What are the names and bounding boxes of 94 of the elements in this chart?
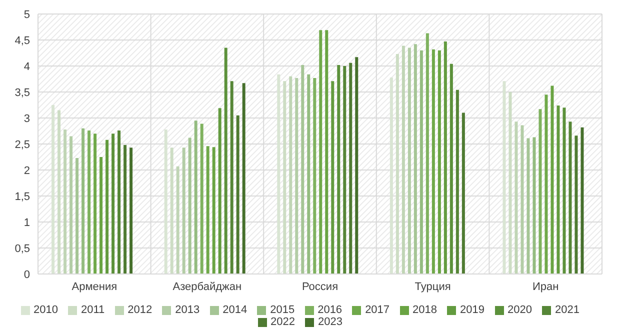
bar — [325, 30, 328, 274]
bar — [124, 145, 127, 274]
bar — [574, 136, 578, 274]
bar — [230, 81, 234, 274]
bar — [432, 49, 435, 274]
legend-label: 2018 — [412, 304, 438, 316]
y-tick-label: 1,5 — [14, 190, 30, 203]
bar — [194, 120, 198, 274]
bar — [331, 81, 334, 274]
bar — [568, 122, 572, 274]
bar — [206, 146, 210, 274]
bar — [70, 136, 73, 274]
x-tick-label: Россия — [302, 280, 338, 293]
legend-label: 2012 — [128, 304, 152, 316]
bar — [313, 78, 316, 274]
bar — [526, 138, 530, 274]
bar — [283, 81, 286, 274]
legend-label: 2022 — [270, 316, 295, 328]
bar — [414, 44, 417, 274]
bar — [242, 83, 246, 274]
legend-label: 2021 — [555, 304, 580, 316]
x-tick-label: Армения — [72, 280, 118, 293]
bar — [544, 94, 548, 274]
bar — [456, 90, 459, 274]
bar — [218, 108, 222, 274]
bar — [508, 92, 512, 274]
bar — [514, 122, 518, 274]
bar — [106, 140, 109, 274]
bar — [64, 129, 67, 274]
legend-label: 2020 — [508, 304, 532, 316]
bar — [562, 108, 566, 274]
legend-label: 2023 — [318, 316, 342, 328]
bar — [289, 76, 292, 274]
y-tick-label: 4,5 — [14, 34, 30, 47]
y-tick-label: 3,5 — [14, 86, 30, 99]
bar — [182, 148, 186, 274]
bar — [408, 48, 411, 274]
y-tick-label: 2 — [24, 164, 30, 177]
bar — [355, 57, 358, 274]
y-tick-label: 5 — [24, 8, 30, 21]
bar — [112, 134, 115, 274]
bar — [337, 64, 340, 274]
bar — [402, 46, 405, 274]
legend-label: 2019 — [460, 304, 485, 316]
bar — [343, 66, 346, 274]
legend-label: 2013 — [175, 304, 200, 316]
bar — [212, 147, 216, 274]
y-tick-label: 2,5 — [14, 138, 30, 151]
bar — [236, 115, 240, 274]
bar — [170, 148, 174, 274]
bar — [520, 125, 524, 274]
bar — [444, 42, 447, 274]
bar — [319, 30, 322, 274]
bar — [580, 127, 584, 274]
legend-label: 2015 — [270, 304, 295, 316]
bar — [450, 64, 453, 274]
y-tick-label: 4 — [24, 60, 30, 73]
y-tick-label: 3 — [24, 112, 30, 125]
bar — [556, 106, 560, 274]
bar — [88, 130, 91, 274]
bar — [295, 78, 298, 274]
bar — [396, 54, 399, 274]
bar — [224, 48, 228, 274]
bar — [176, 166, 180, 274]
bar — [420, 50, 423, 274]
bar — [58, 110, 61, 274]
bar — [200, 124, 204, 274]
bar — [462, 112, 465, 274]
y-tick-label: 1 — [24, 216, 30, 229]
bar — [438, 50, 441, 274]
legend-label: 2010 — [34, 304, 58, 316]
bar — [118, 130, 121, 274]
y-tick-label: 0 — [24, 268, 30, 281]
bar — [538, 109, 542, 274]
y-tick-label: 0,5 — [14, 242, 30, 255]
bar — [532, 137, 536, 274]
x-tick-label: Иран — [532, 280, 559, 293]
bar — [100, 157, 103, 274]
bar — [94, 134, 97, 274]
bar — [76, 158, 79, 274]
bar — [130, 148, 133, 274]
bar — [307, 74, 310, 274]
legend-label: 2016 — [318, 304, 342, 316]
legend-label: 2017 — [365, 304, 390, 316]
bar — [188, 138, 192, 274]
bar — [349, 62, 352, 274]
legend-label: 2014 — [222, 304, 248, 316]
legend-label: 2011 — [80, 304, 105, 316]
x-tick-label: Азербайджан — [172, 280, 242, 293]
bar — [550, 86, 554, 274]
bar — [82, 128, 85, 274]
bar — [301, 64, 304, 274]
bar — [426, 33, 429, 274]
x-tick-label: Турция — [414, 280, 451, 293]
